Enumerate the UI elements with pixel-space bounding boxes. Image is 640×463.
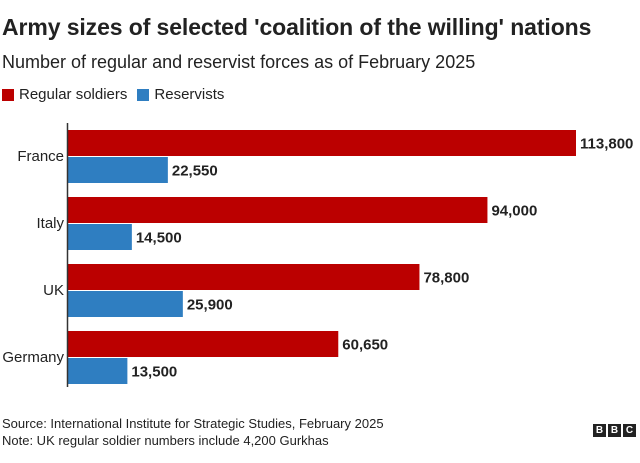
bbc-logo-letter: B [593,424,606,437]
footer: Source: International Institute for Stra… [2,415,384,449]
data-label: 113,800 [580,136,633,153]
bar-regular [67,197,488,223]
category-label: Italy [36,215,64,232]
category-label: Germany [2,349,64,366]
data-label: 13,500 [131,364,177,381]
data-label: 25,900 [187,297,233,314]
data-label: 22,550 [172,163,218,180]
legend-item-regular: Regular soldiers [2,86,127,103]
bar-reservist [67,291,183,317]
bar-regular [67,130,576,156]
category-label: UK [43,282,64,299]
footnote: Note: UK regular soldier numbers include… [2,433,329,448]
bar-regular [67,331,339,357]
data-label: 78,800 [423,270,469,287]
legend: Regular soldiers Reservists [2,86,234,103]
source-note: Source: International Institute for Stra… [2,416,384,431]
data-label: 14,500 [136,230,182,247]
bar-reservist [67,224,132,250]
bar-regular [67,264,420,290]
legend-label-reservists: Reservists [154,86,225,103]
chart-subtitle: Number of regular and reservist forces a… [2,52,476,72]
chart-title: Army sizes of selected 'coalition of the… [2,14,592,40]
legend-swatch-regular [2,88,14,101]
bbc-logo: B B C [593,424,636,437]
bar-reservist [67,358,128,384]
data-label: 94,000 [491,203,537,220]
legend-swatch-reservists [137,88,150,101]
bar-chart: 113,800 22,550 France 94,000 14,500 Italy 78,8… [2,123,633,387]
legend-label-regular: Regular soldiers [19,86,128,103]
category-label: France [17,148,64,165]
legend-item-reservists: Reservists [137,86,224,103]
data-label: 60,650 [342,337,388,354]
bar-reservist [67,157,168,183]
bbc-logo-letter: B [608,424,621,437]
bbc-logo-letter: C [623,424,636,437]
